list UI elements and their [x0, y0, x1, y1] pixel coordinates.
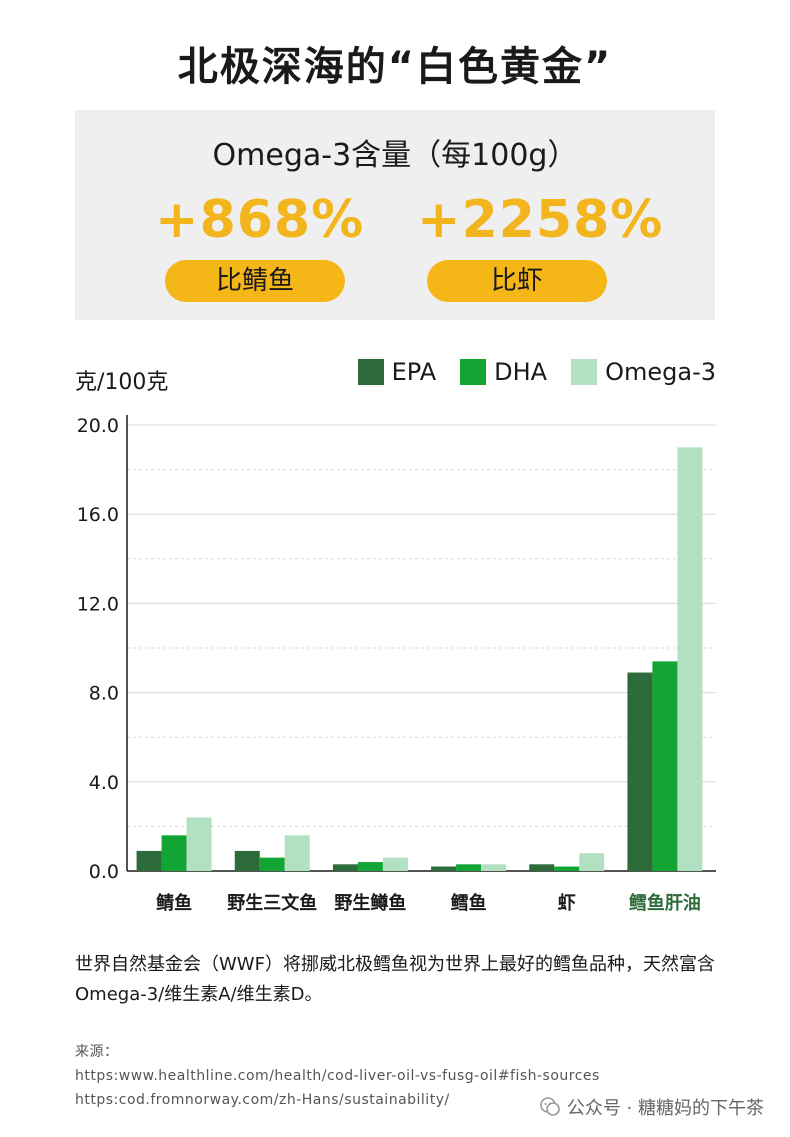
bar-dha [259, 857, 285, 871]
stat-mackerel: +868% 比鲭鱼 [155, 188, 365, 302]
stat-label-pill: 比虾 [427, 260, 607, 302]
source-label: 来源： [75, 1044, 119, 1060]
bar-omega3 [284, 835, 310, 871]
source-link[interactable]: https:www.healthline.com/health/cod-live… [75, 1068, 600, 1084]
page-title: 北极深海的“白色黄金” [177, 44, 613, 90]
source-block: 来源： https:www.healthline.com/health/cod-… [75, 1040, 775, 1112]
chart-legend: EPA DHA Omega-3 [334, 358, 716, 386]
x-tick-label: 鳕鱼 [451, 892, 487, 914]
wwf-note: 世界自然基金会（WWF）将挪威北极鳕鱼视为世界上最好的鳕鱼品种，天然富含Omeg… [75, 954, 715, 1005]
watermark-text: 公众号 · 糖糖妈的下午茶 [566, 1098, 764, 1119]
y-tick-label: 16.0 [77, 504, 119, 526]
stat-label-pill: 比鲭鱼 [165, 260, 345, 302]
x-tick-label: 鲭鱼 [156, 892, 192, 914]
y-tick-label: 12.0 [77, 593, 119, 615]
bar-dha [357, 862, 383, 871]
bar-omega3 [186, 817, 212, 871]
bar-dha [456, 864, 482, 871]
bar-dha [652, 661, 678, 871]
legend-label: Omega-3 [605, 358, 716, 386]
legend-item-dha: DHA [460, 358, 547, 386]
source-link[interactable]: https:cod.fromnorway.com/zh-Hans/sustain… [75, 1092, 450, 1108]
y-axis-label: 克/100克 [75, 370, 169, 395]
y-tick-label: 4.0 [89, 772, 119, 794]
bar-omega3 [382, 857, 408, 871]
stat-shrimp: +2258% 比虾 [417, 188, 664, 302]
x-tick-label: 野生三文鱼 [227, 892, 317, 914]
x-tick-label: 鳕鱼肝油 [629, 892, 701, 914]
bar-epa [136, 850, 162, 871]
x-tick-label: 野生鳟鱼 [334, 892, 406, 914]
legend-item-omega3: Omega-3 [571, 358, 716, 386]
bar-dha [161, 835, 187, 871]
legend-swatch-dha [460, 359, 487, 385]
bar-epa [234, 850, 260, 871]
stat-value: +868% [155, 190, 365, 250]
bar-epa [529, 864, 555, 871]
bar-omega3 [677, 447, 703, 871]
bar-epa [332, 864, 358, 871]
y-tick-label: 0.0 [89, 861, 119, 883]
bar-omega3 [579, 853, 605, 871]
legend-swatch-omega3 [571, 359, 598, 385]
y-tick-label: 8.0 [89, 683, 119, 705]
bar-epa [431, 866, 457, 871]
legend-label: EPA [391, 358, 437, 386]
legend-item-epa: EPA [357, 358, 437, 386]
watermark: 公众号 · 糖糖妈的下午茶 [539, 1094, 764, 1120]
bar-chart: 0.0 4.0 8.0 12.0 16.0 20.0 鲭鱼 野生三文鱼 野生鳟鱼 鳕鱼 虾 鳕鱼肝油 [77, 415, 716, 914]
legend-swatch-epa [357, 359, 384, 385]
bar-dha [554, 866, 580, 871]
omega3-info-box: Omega-3含量（每100g） +868% 比鲭鱼 +2258% 比虾 [75, 110, 715, 320]
y-tick-label: 20.0 [77, 415, 119, 437]
wechat-icon [540, 1097, 560, 1116]
bar-epa [627, 672, 653, 871]
bar-omega3 [481, 864, 507, 871]
legend-label: DHA [494, 358, 548, 386]
info-heading: Omega-3含量（每100g） [212, 138, 578, 173]
stat-value: +2258% [417, 190, 664, 250]
x-tick-label: 虾 [558, 893, 576, 914]
